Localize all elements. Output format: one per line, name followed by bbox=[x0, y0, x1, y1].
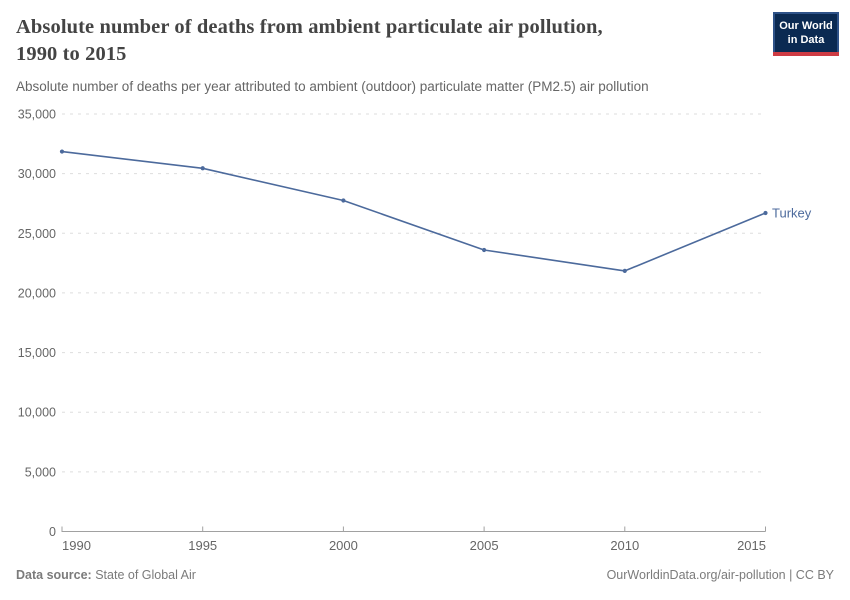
chart-title-line1: Absolute number of deaths from ambient p… bbox=[16, 16, 603, 38]
y-tick-label: 5,000 bbox=[25, 465, 56, 479]
data-point bbox=[341, 198, 346, 203]
y-tick-label: 20,000 bbox=[18, 286, 56, 300]
y-tick-label: 10,000 bbox=[18, 406, 56, 420]
owid-logo-box: Our World in Data bbox=[773, 12, 839, 52]
x-tick-label: 2010 bbox=[610, 538, 639, 553]
data-point bbox=[622, 268, 627, 273]
credit-link[interactable]: OurWorldinData.org/air-pollution | CC BY bbox=[606, 568, 834, 582]
owid-logo-line2: in Data bbox=[787, 34, 825, 47]
y-tick-label: 35,000 bbox=[18, 108, 56, 122]
x-tick-label: 2015 bbox=[737, 538, 766, 553]
x-tick-label: 1995 bbox=[188, 538, 217, 553]
owid-logo-accent-bar bbox=[773, 51, 839, 56]
y-tick-label: 25,000 bbox=[18, 227, 56, 241]
series-label: Turkey bbox=[772, 206, 812, 221]
data-source: Data source: State of Global Air bbox=[16, 568, 196, 582]
data-point bbox=[763, 210, 768, 216]
y-tick-label: 15,000 bbox=[18, 346, 56, 360]
series-line bbox=[61, 150, 767, 272]
chart-title: Absolute number of deaths from ambient p… bbox=[16, 14, 834, 69]
data-source-label: Data source: bbox=[16, 568, 92, 582]
data-point bbox=[482, 247, 487, 253]
y-tick-label: 0 bbox=[49, 525, 56, 539]
chart-subtitle: Absolute number of deaths per year attri… bbox=[16, 78, 649, 94]
data-source-value: State of Global Air bbox=[91, 568, 196, 582]
owid-logo[interactable]: Our World in Data bbox=[773, 12, 839, 56]
data-point bbox=[200, 166, 205, 171]
x-tick-label: 2005 bbox=[470, 538, 499, 553]
footer: Data source: State of Global Air OurWorl… bbox=[16, 568, 834, 582]
data-point bbox=[59, 149, 65, 154]
header: Absolute number of deaths from ambient p… bbox=[16, 12, 839, 95]
x-tick-label: 2000 bbox=[329, 538, 358, 553]
x-tick-label: 1990 bbox=[62, 538, 91, 553]
chart-title-line2: 1990 to 2015 bbox=[16, 43, 127, 66]
owid-logo-line1: Our World bbox=[779, 20, 833, 32]
y-tick-label: 30,000 bbox=[18, 167, 56, 181]
